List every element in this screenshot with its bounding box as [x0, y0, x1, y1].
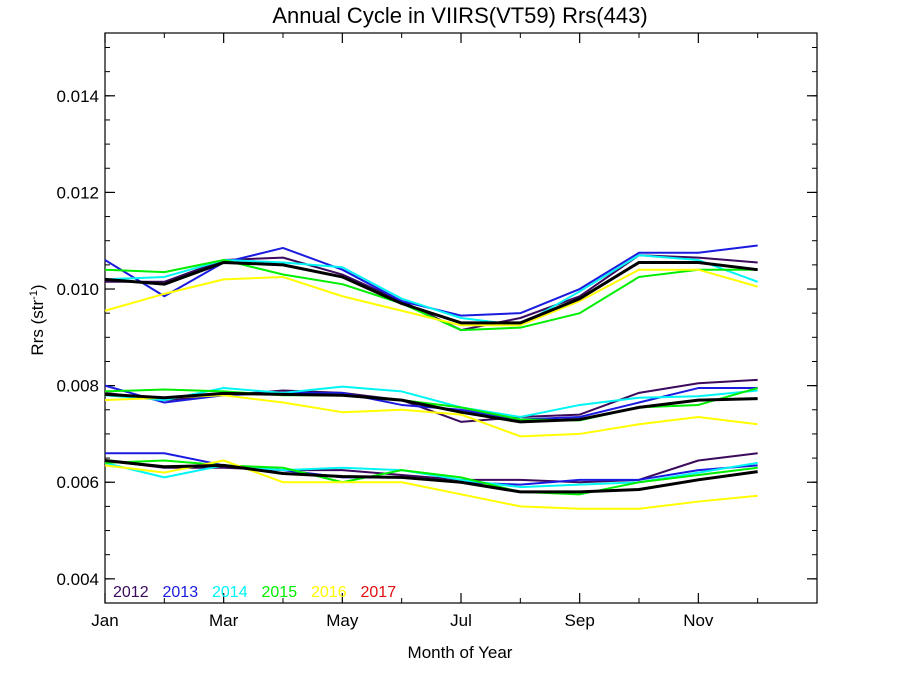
- y-axis-label-tail: ): [28, 284, 47, 290]
- axes: 0.004 0.006 0.008 0.010 0.012 0.014 Jan Mar May J…: [56, 32, 818, 630]
- chart-title: Annual Cycle in VIIRS(VT59) Rrs(443): [272, 3, 647, 28]
- y-tick-label: 0.010: [56, 280, 99, 299]
- legend-entry-2016: 2016: [311, 584, 347, 601]
- y-tick-label: 0.004: [56, 570, 99, 589]
- legend-entry-2014: 2014: [212, 584, 248, 601]
- series-line-2012-group2: [104, 378, 758, 423]
- y-tick-label: 0.012: [56, 183, 99, 202]
- series-line-mean-group2: [104, 391, 758, 424]
- x-axis-label: Month of Year: [408, 643, 513, 662]
- x-tick-label: May: [326, 611, 359, 630]
- series-line-mean-group1: [104, 260, 758, 325]
- y-tick-label: 0.008: [56, 377, 99, 396]
- x-tick-label: Nov: [683, 611, 714, 630]
- x-tick-label: Sep: [565, 611, 595, 630]
- series-layer: [104, 244, 759, 510]
- series-line-2014-group2: [104, 385, 758, 419]
- series-line-2016-group1: [104, 268, 758, 327]
- x-tick-label: Jul: [450, 611, 472, 630]
- series-line-2016-group3: [104, 459, 758, 510]
- series-line-2016-group2: [104, 394, 758, 438]
- y-axis-label-sup: -1: [28, 290, 40, 300]
- y-axis-label-base: Rrs (str: [28, 300, 47, 356]
- legend: 2012 2013 2014 2015 2016 2017: [113, 584, 396, 601]
- legend-entry-2013: 2013: [163, 584, 199, 601]
- y-tick-label: 0.006: [56, 473, 99, 492]
- x-tick-label: Mar: [209, 611, 239, 630]
- legend-entry-2015: 2015: [262, 584, 298, 601]
- x-tick-label: Jan: [91, 611, 118, 630]
- y-tick-label: 0.014: [56, 87, 99, 106]
- legend-entry-2012: 2012: [113, 584, 149, 601]
- series-line-mean-group3: [104, 459, 758, 494]
- series-line-2015-group1: [104, 259, 758, 332]
- legend-entry-2017: 2017: [361, 584, 397, 601]
- y-axis-label: Rrs (str-1): [28, 284, 47, 355]
